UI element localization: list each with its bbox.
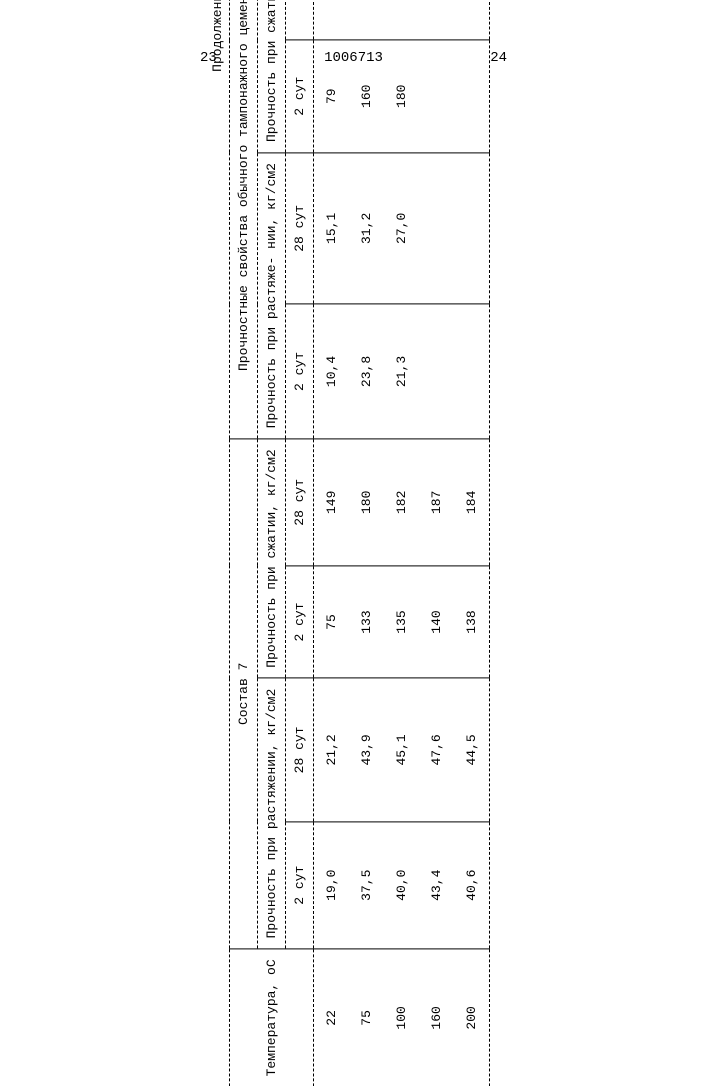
table-cell: 19,0 [314,822,350,949]
table-cell: 10,4 [314,304,350,439]
table-cell: 160 [349,40,384,153]
table-cell: 160 [314,0,350,40]
table-cell: 15,1 [314,153,350,305]
table-cell: 40,6 [454,822,490,949]
table-cell: 100 [384,949,419,1086]
table-cell: 133 [349,566,384,678]
col-header-tension-2: Прочность при растяже- нии, кг/см2 [258,153,286,439]
table-cell: 187 [419,439,454,566]
table-cell: 21,3 [384,304,419,439]
table-cell: 43,4 [419,822,454,949]
table-row: 20040,644,5138184 [454,0,490,1086]
subhead-2sut: 2 сут [286,566,314,678]
table-cell: 31,2 [349,153,384,305]
table-row: 10040,045,113518221,327,0180230 [384,0,419,1086]
table-cell: 230 [384,0,419,40]
table-cell [419,153,454,305]
table-cell: 44,5 [454,678,490,821]
col-header-compress-2: Прочность при сжатии, кг/см2 [258,0,286,153]
table-cell: 182 [384,439,419,566]
table-cell: 45,1 [384,678,419,821]
table-cell: 140 [419,566,454,678]
subhead-28sut: 28 сут [286,153,314,305]
subhead-28sut: 28 сут [286,0,314,40]
table-row: 2219,021,27514910,415,179160 [314,0,350,1086]
table-cell: 27,0 [384,153,419,305]
table-cell [419,304,454,439]
col-group-cement: Прочностные свойства обычного тампонажно… [230,0,258,439]
subhead-2sut: 2 сут [286,40,314,153]
table-cell [454,153,490,305]
table-cell [454,304,490,439]
table-cell: 160 [419,949,454,1086]
table-cell: 210 [349,0,384,40]
table-cell: 200 [454,949,490,1086]
table-cell: 40,0 [384,822,419,949]
table-cell: 135 [384,566,419,678]
subhead-28sut: 28 сут [286,439,314,566]
table-cell: 75 [349,949,384,1086]
col-header-compress-1: Прочность при сжатии, кг/см2 [258,439,286,678]
table-cell: 21,2 [314,678,350,821]
table-cell: 184 [454,439,490,566]
table-cell: 149 [314,439,350,566]
strength-properties-table: Температура, оС Состав 7 Прочностные сво… [229,0,490,1086]
table-cell: 23,8 [349,304,384,439]
subhead-2sut: 2 сут [286,822,314,949]
table-cell: 37,5 [349,822,384,949]
table-row: 7537,543,913318023,831,2160210 [349,0,384,1086]
table-cell: 75 [314,566,350,678]
table-cell: 22 [314,949,350,1086]
table-cell [419,40,454,153]
table-cell [419,0,454,40]
table-cell: 138 [454,566,490,678]
table-continuation-label: Продолжение табл. 3 [210,0,229,1086]
table-cell [454,0,490,40]
table-row: 16043,447,6140187 [419,0,454,1086]
rotated-table-wrapper: Продолжение табл. 3 Температура, оС Сост… [210,0,490,1086]
col-header-temperature: Температура, оС [230,949,314,1086]
col-group-sostav7: Состав 7 [230,439,258,949]
subhead-28sut: 28 сут [286,678,314,821]
table-cell: 180 [349,439,384,566]
table-cell: 43,9 [349,678,384,821]
table-cell: 47,6 [419,678,454,821]
subhead-2sut: 2 сут [286,304,314,439]
page-number-right: 24 [490,50,507,66]
table-cell: 79 [314,40,350,153]
table-cell: 180 [384,40,419,153]
col-header-tension-1: Прочность при растяжении, кг/см2 [258,678,286,949]
table-cell [454,40,490,153]
